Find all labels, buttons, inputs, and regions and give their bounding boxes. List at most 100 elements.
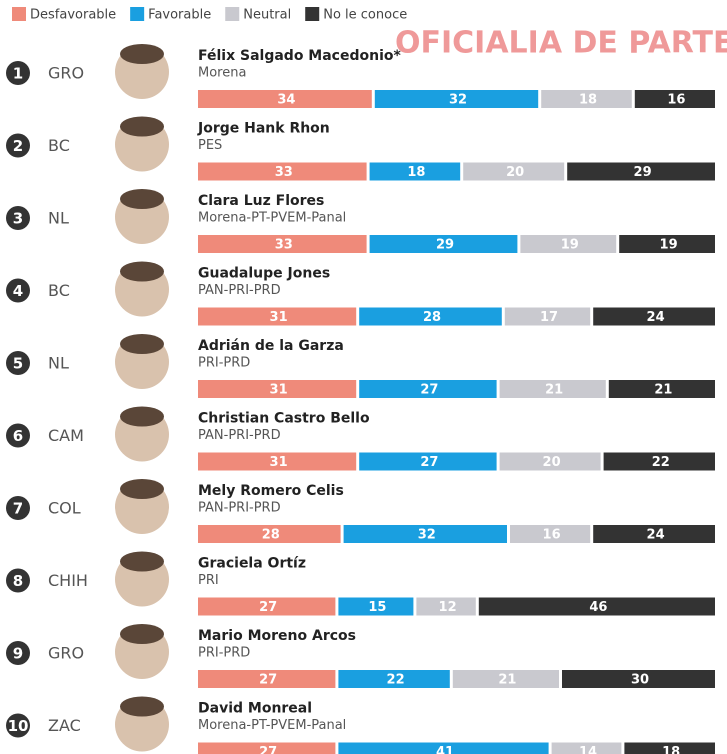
value-label: 32 <box>418 528 436 543</box>
state: CAM <box>48 426 84 445</box>
state: BC <box>48 136 70 155</box>
party: PAN-PRI-PRD <box>198 428 281 443</box>
bar-segment <box>504 307 591 326</box>
rank: 8 <box>13 572 23 590</box>
candidate-name: Graciela Ortíz <box>198 556 306 572</box>
state: GRO <box>48 644 84 663</box>
state: BC <box>48 281 70 300</box>
value-label: 19 <box>660 238 678 253</box>
bar-segment <box>619 235 715 253</box>
rank: 2 <box>13 137 23 155</box>
party: Morena <box>198 66 246 81</box>
bar-segment <box>416 597 476 616</box>
value-label: 34 <box>277 93 295 108</box>
value-label: 21 <box>654 383 672 398</box>
bar-segment <box>562 670 715 688</box>
legend-swatch <box>305 7 320 21</box>
legend-swatch <box>12 7 26 21</box>
legend-swatch <box>130 7 145 21</box>
rank: 6 <box>13 427 23 445</box>
bar-segment <box>603 452 715 471</box>
value-label: 21 <box>498 673 516 688</box>
value-label: 19 <box>561 238 579 253</box>
rank: 1 <box>13 65 23 83</box>
rank-badge <box>6 496 30 520</box>
value-label: 30 <box>631 673 649 688</box>
bar-segment <box>541 90 632 108</box>
bar-segment <box>198 90 372 108</box>
bar-segment <box>198 235 367 253</box>
state: NL <box>48 354 69 373</box>
bar-segment <box>359 307 502 326</box>
bar-segment <box>369 235 518 253</box>
value-label: 31 <box>270 455 288 470</box>
bar-segment <box>593 307 715 326</box>
bar-segment <box>343 525 507 543</box>
photo-hair <box>120 406 164 427</box>
party: Morena-PT-PVEM-Panal <box>198 211 346 226</box>
state: NL <box>48 209 69 228</box>
candidate-name: Félix Salgado Macedonio* <box>198 48 402 64</box>
rank: 10 <box>8 717 29 735</box>
value-label: 29 <box>436 238 454 253</box>
bar-segment <box>198 380 357 398</box>
candidate-name: Mario Moreno Arcos <box>198 628 356 644</box>
photo-hair <box>120 116 164 137</box>
photo-hair <box>120 261 164 282</box>
value-label: 18 <box>662 745 680 754</box>
value-label: 20 <box>543 455 561 470</box>
legend-label: Favorable <box>148 8 211 23</box>
value-label: 16 <box>667 93 685 108</box>
value-label: 24 <box>647 528 665 543</box>
state: GRO <box>48 64 84 83</box>
rank: 5 <box>13 355 23 373</box>
value-label: 18 <box>407 165 425 180</box>
party: PRI-PRD <box>198 356 250 371</box>
photo-hair <box>120 44 164 64</box>
bar-segment <box>198 597 336 616</box>
bar-segment <box>499 452 601 471</box>
bar-segment <box>369 162 461 181</box>
bar-segment <box>478 597 715 616</box>
value-label: 31 <box>270 383 288 398</box>
bar-segment <box>634 90 715 108</box>
state: ZAC <box>48 716 81 735</box>
rank-badge <box>6 568 30 593</box>
rank: 7 <box>13 500 23 518</box>
value-label: 17 <box>540 310 558 325</box>
party: PRI-PRD <box>198 646 250 661</box>
bar-segment <box>452 670 559 688</box>
bar-segment <box>338 597 414 616</box>
party: PAN-PRI-PRD <box>198 501 281 516</box>
bar-segment <box>499 380 606 398</box>
candidate-name: Mely Romero Celis <box>198 483 344 499</box>
party: Morena-PT-PVEM-Panal <box>198 718 346 733</box>
party: PRI <box>198 573 219 588</box>
value-label: 33 <box>275 165 293 180</box>
rank: 4 <box>13 282 23 300</box>
party: PES <box>198 138 222 153</box>
value-label: 20 <box>506 165 524 180</box>
value-label: 21 <box>545 383 563 398</box>
bar-segment <box>198 525 341 543</box>
party: PAN-PRI-PRD <box>198 283 281 298</box>
value-label: 32 <box>449 93 467 108</box>
value-label: 27 <box>259 600 277 615</box>
bar-segment <box>374 90 539 108</box>
value-label: 12 <box>439 600 457 615</box>
bar-segment <box>359 452 497 471</box>
candidate-name: Jorge Hank Rhon <box>197 121 330 137</box>
value-label: 16 <box>543 528 561 543</box>
legend-swatch <box>225 7 240 21</box>
legend-label: Desfavorable <box>30 8 116 23</box>
rank: 9 <box>13 645 23 663</box>
bar-segment <box>520 235 617 253</box>
value-label: 18 <box>579 93 597 108</box>
photo-hair <box>120 551 164 572</box>
value-label: 22 <box>652 455 670 470</box>
candidate-name: Clara Luz Flores <box>198 193 324 209</box>
bar-segment <box>608 380 715 398</box>
value-label: 33 <box>275 238 293 253</box>
photo-hair <box>120 189 164 209</box>
bar-segment <box>198 162 367 181</box>
